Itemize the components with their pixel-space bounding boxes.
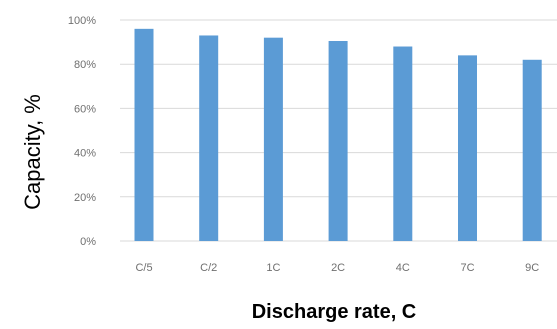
x-tick-label: 7C bbox=[460, 262, 474, 274]
y-tick-label: 80% bbox=[74, 59, 96, 71]
x-tick-label: C/2 bbox=[200, 262, 217, 274]
x-tick-label: 1C bbox=[266, 262, 280, 274]
bars bbox=[134, 28, 542, 242]
x-tick-label: 9C bbox=[525, 262, 539, 274]
bar-4c bbox=[393, 46, 413, 241]
y-axis-title: Capacity, % bbox=[20, 94, 45, 210]
x-tick-label: 2C bbox=[331, 262, 345, 274]
bar-7c bbox=[458, 55, 477, 241]
bar-c-2 bbox=[199, 35, 219, 241]
x-tick-label: C/5 bbox=[135, 262, 152, 274]
x-tick-label: 4C bbox=[396, 262, 410, 274]
y-tick-label: 20% bbox=[74, 192, 96, 204]
x-axis-title: Discharge rate, C bbox=[252, 301, 417, 323]
bar-1c bbox=[263, 37, 283, 242]
x-tick-labels: C/5 C/2 1C 2C 4C 7C 9C bbox=[135, 262, 539, 274]
bar-9c bbox=[522, 59, 542, 241]
y-tick-label: 0% bbox=[80, 236, 96, 248]
y-tick-label: 100% bbox=[68, 15, 96, 27]
y-tick-labels: 0% 20% 40% 60% 80% 100% bbox=[68, 15, 96, 248]
bar-c-5 bbox=[134, 28, 154, 242]
y-tick-label: 40% bbox=[74, 148, 96, 160]
y-tick-label: 60% bbox=[74, 103, 96, 115]
bar-2c bbox=[328, 40, 348, 242]
